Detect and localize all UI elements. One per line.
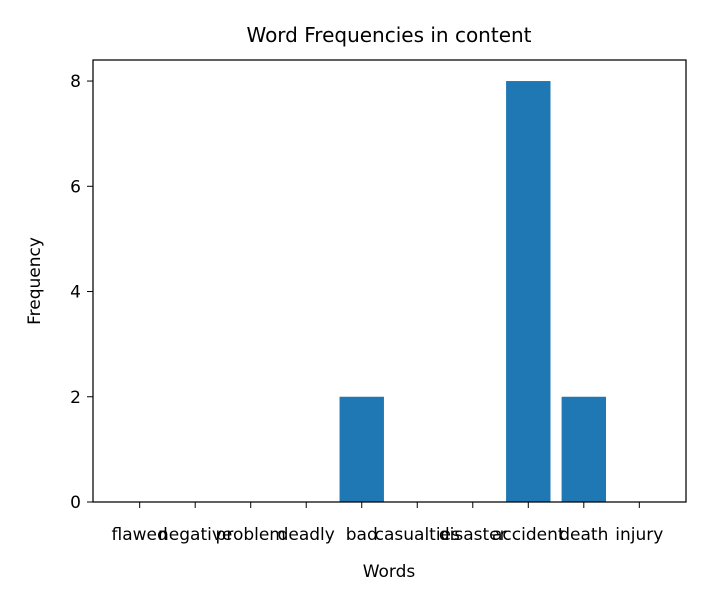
y-axis-label: Frequency bbox=[25, 237, 45, 325]
x-axis-label: Words bbox=[363, 562, 416, 582]
x-tick-label-bad: bad bbox=[346, 525, 378, 545]
x-tick-label-problem: problem bbox=[216, 525, 286, 545]
x-tick-label-disaster: disaster bbox=[439, 525, 507, 545]
y-tick-label-2: 2 bbox=[70, 388, 81, 408]
x-tick-label-casualties: casualties bbox=[375, 525, 460, 545]
y-tick-label-6: 6 bbox=[70, 177, 81, 197]
x-tick-label-accident: accident bbox=[492, 525, 565, 545]
bar-bad bbox=[339, 396, 384, 502]
bar-accident bbox=[506, 81, 551, 503]
y-tick-label-0: 0 bbox=[70, 493, 81, 513]
x-tick-label-death: death bbox=[559, 525, 608, 545]
x-tick-label-deadly: deadly bbox=[278, 525, 335, 545]
y-tick-label-8: 8 bbox=[70, 72, 81, 92]
x-tick-label-injury: injury bbox=[615, 525, 663, 545]
bar-death bbox=[561, 396, 607, 502]
x-tick-label-negative: negative bbox=[158, 525, 232, 545]
y-tick-label-4: 4 bbox=[70, 283, 81, 303]
plot-frame bbox=[92, 59, 687, 503]
x-tick-label-flawed: flawed bbox=[112, 525, 168, 545]
chart-title: Word Frequencies in content bbox=[246, 23, 531, 47]
